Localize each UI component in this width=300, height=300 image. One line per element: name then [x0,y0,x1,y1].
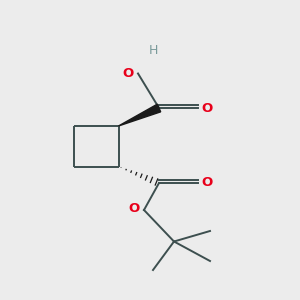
Text: H: H [148,44,158,58]
Polygon shape [118,104,161,126]
Text: O: O [201,101,213,115]
Text: O: O [129,202,140,215]
Text: O: O [123,67,134,80]
Text: O: O [201,176,213,190]
